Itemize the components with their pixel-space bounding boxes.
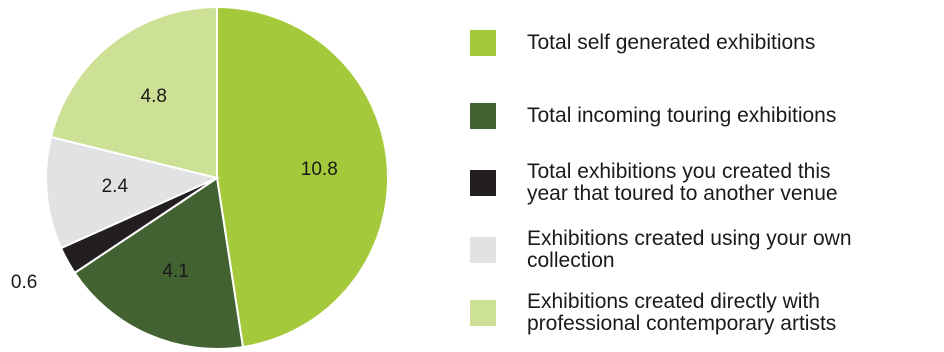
pie-value-label-toured: 0.6 [11,272,37,293]
legend-item-own-collection: Exhibitions created using your own colle… [470,228,852,272]
legend-label-contemporary-artists: Exhibitions created directly with profes… [527,290,837,335]
legend-swatch-contemporary-artists [470,300,496,326]
legend-label-toured: Total exhibitions you created this year … [527,160,838,205]
legend-swatch-own-collection [470,237,496,263]
pie-slices [45,5,389,350]
pie-slice-self-generated [216,5,389,349]
legend-label-self-generated: Total self generated exhibitions [527,31,816,54]
pie-value-label-self-generated: 10.8 [301,159,338,180]
legend-item-incoming-touring: Total incoming touring exhibitions [470,103,836,129]
legend-item-contemporary-artists: Exhibitions created directly with profes… [470,291,836,335]
pie-slice-own-collection [45,135,221,250]
legend-label-own-collection: Exhibitions created using your own colle… [527,227,852,272]
pie-slice-contemporary-artists [49,5,218,180]
legend-item-toured: Total exhibitions you created this year … [470,161,838,205]
pie-value-labels: 10.8 4.1 0.6 2.4 4.8 [11,86,338,293]
legend-item-self-generated: Total self generated exhibitions [470,30,815,56]
legend-swatch-toured [470,170,496,196]
pie-value-label-own-collection: 2.4 [102,176,129,197]
pie-value-label-incoming-touring: 4.1 [162,261,188,282]
pie-chart-svg: 10.8 4.1 0.6 2.4 4.8 [11,5,389,350]
pie-value-label-contemporary-artists: 4.8 [141,86,167,107]
pie-slice-incoming-touring [73,176,245,350]
legend: Total self generated exhibitions Total i… [470,0,940,352]
pie-chart: 10.8 4.1 0.6 2.4 4.8 [0,0,460,352]
legend-swatch-incoming-touring [470,103,496,129]
legend-swatch-self-generated [470,30,496,56]
legend-label-incoming-touring: Total incoming touring exhibitions [527,104,837,127]
